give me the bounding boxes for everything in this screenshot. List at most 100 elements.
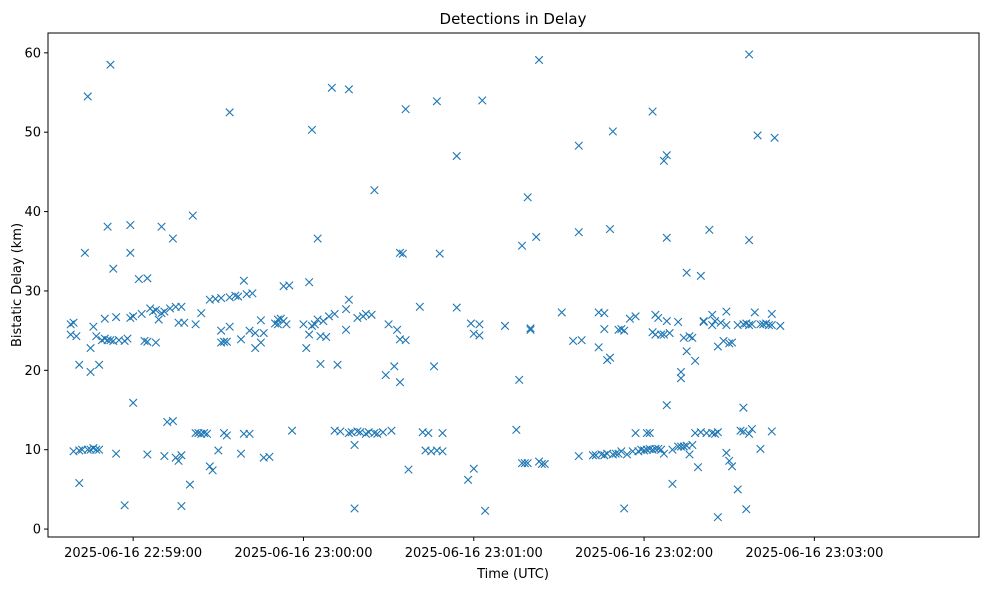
data-point-318 [750, 308, 759, 317]
data-point-207 [574, 141, 583, 150]
data-point-46 [143, 450, 152, 459]
data-point-115 [282, 320, 291, 329]
data-point-20 [94, 445, 104, 454]
data-point-131 [324, 312, 334, 321]
data-point-133 [330, 309, 339, 319]
y-tick-label-3: 30 [24, 284, 41, 299]
data-point-55 [160, 451, 169, 461]
data-point-105 [256, 316, 266, 325]
data-point-319 [753, 131, 762, 140]
data-point-40 [128, 312, 138, 321]
data-point-50 [151, 338, 161, 347]
data-point-239 [639, 446, 649, 455]
data-point-66 [177, 302, 186, 312]
data-point-217 [600, 308, 609, 318]
data-point-155 [373, 429, 382, 439]
data-point-92 [231, 291, 240, 300]
data-point-153 [370, 185, 379, 195]
data-point-30 [111, 312, 121, 322]
data-point-197 [523, 193, 532, 202]
data-point-312 [744, 50, 754, 59]
data-point-290 [710, 316, 720, 326]
data-point-120 [304, 330, 314, 339]
data-point-53 [157, 222, 166, 231]
data-point-174 [429, 362, 439, 371]
data-point-35 [123, 334, 132, 343]
data-point-17 [92, 445, 101, 454]
data-point-178 [435, 249, 444, 258]
data-point-76 [202, 429, 212, 439]
data-point-179 [438, 428, 447, 438]
data-point-25 [103, 222, 112, 231]
data-point-266 [676, 374, 686, 383]
data-point-289 [708, 310, 717, 319]
data-point-317 [747, 424, 757, 434]
data-point-189 [480, 506, 490, 515]
data-point-263 [668, 445, 677, 454]
data-point-39 [128, 398, 138, 408]
data-point-130 [321, 332, 331, 342]
data-point-181 [452, 303, 461, 312]
data-point-224 [608, 127, 618, 136]
data-point-233 [625, 314, 635, 323]
data-point-325 [767, 309, 776, 319]
x-tick-label-0: 2025-06-16 22:59:00 [64, 546, 202, 561]
data-point-300 [725, 339, 734, 348]
data-point-100 [245, 429, 254, 439]
data-point-22 [100, 314, 109, 323]
data-point-16 [89, 322, 98, 331]
data-point-124 [310, 320, 319, 329]
data-point-138 [341, 325, 351, 335]
y-tick-label-0: 0 [33, 523, 41, 538]
data-point-129 [319, 316, 328, 326]
data-point-200 [532, 232, 541, 242]
data-point-136 [336, 427, 345, 436]
data-point-306 [736, 426, 745, 435]
data-point-164 [395, 378, 405, 387]
data-point-261 [665, 328, 674, 338]
data-point-236 [631, 312, 640, 321]
data-point-139 [344, 85, 354, 94]
data-point-11 [83, 92, 92, 101]
data-point-208 [574, 451, 583, 461]
data-point-270 [679, 442, 688, 451]
x-tick-label-3: 2025-06-16 23:02:00 [575, 546, 713, 561]
data-point-185 [469, 329, 478, 339]
data-point-135 [333, 360, 342, 369]
data-point-127 [316, 359, 325, 369]
data-point-277 [688, 333, 697, 342]
x-tick-label-2: 2025-06-16 23:01:00 [405, 546, 543, 561]
data-point-167 [401, 105, 410, 114]
data-point-182 [463, 475, 473, 485]
data-point-175 [432, 97, 442, 106]
data-point-221 [605, 353, 615, 362]
x-axis-ticks: 2025-06-16 22:59:00 2025-06-16 23:00:00 20… [64, 537, 883, 561]
data-point-157 [381, 370, 390, 380]
data-point-161 [392, 325, 402, 335]
data-point-192 [514, 375, 524, 385]
data-point-77 [205, 462, 214, 471]
data-point-204 [540, 459, 549, 469]
data-point-230 [620, 504, 629, 513]
data-point-106 [259, 328, 268, 338]
data-point-64 [177, 451, 186, 460]
y-tick-label-4: 40 [24, 205, 41, 220]
data-point-87 [222, 431, 232, 440]
data-point-147 [356, 428, 365, 437]
data-point-81 [214, 446, 223, 455]
data-point-255 [659, 156, 669, 165]
data-point-18 [92, 332, 101, 341]
data-point-36 [126, 248, 135, 258]
data-point-329 [776, 321, 785, 331]
data-point-88 [222, 337, 232, 346]
data-point-286 [705, 225, 714, 235]
data-point-160 [390, 362, 399, 371]
data-point-311 [742, 505, 751, 514]
data-point-280 [693, 462, 703, 472]
data-point-84 [216, 293, 226, 303]
data-point-203 [537, 459, 547, 469]
data-point-253 [656, 445, 666, 454]
data-point-6 [75, 446, 84, 455]
